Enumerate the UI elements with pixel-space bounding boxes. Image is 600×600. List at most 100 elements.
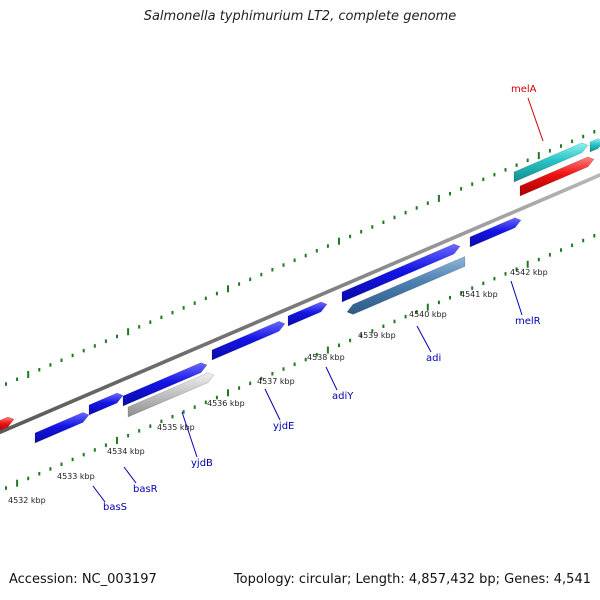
minor-tick xyxy=(504,168,507,172)
minor-tick xyxy=(593,234,596,238)
minor-tick xyxy=(215,291,218,296)
minor-tick xyxy=(116,334,118,339)
gene-leader-line xyxy=(123,466,137,484)
gene-label-adi[interactable]: adi xyxy=(426,353,441,364)
kbp-tick-label: 4542 kbp xyxy=(510,268,548,277)
gene-arrow-body xyxy=(513,142,589,183)
minor-tick xyxy=(260,376,263,381)
kbp-tick-label: 4538 kbp xyxy=(307,353,345,362)
minor-tick xyxy=(548,253,551,257)
minor-tick xyxy=(426,201,429,205)
gene-label-yjdB[interactable]: yjdB xyxy=(191,458,213,469)
minor-tick xyxy=(349,234,352,239)
gene-feature-adiY[interactable] xyxy=(287,301,328,327)
minor-tick xyxy=(449,295,451,300)
gene-label-yjdE[interactable]: yjdE xyxy=(273,421,294,432)
minor-tick xyxy=(515,267,518,271)
minor-tick xyxy=(138,325,141,329)
minor-tick xyxy=(326,244,329,248)
gene-leader-line xyxy=(416,325,432,353)
gene-feature-melA-cyan[interactable] xyxy=(513,142,589,183)
gene-feature-adi[interactable] xyxy=(346,256,466,315)
gene-feature-cyan-right[interactable] xyxy=(589,138,600,153)
minor-tick xyxy=(304,357,307,362)
minor-tick xyxy=(271,268,274,272)
minor-tick xyxy=(27,476,30,481)
kbp-tick-label: 4537 kbp xyxy=(257,377,295,386)
gene-label-melR[interactable]: melR xyxy=(515,316,541,327)
major-tick xyxy=(227,285,229,293)
minor-tick xyxy=(5,382,7,386)
minor-tick xyxy=(238,386,241,390)
minor-tick xyxy=(60,358,63,362)
minor-tick xyxy=(5,486,7,490)
gene-arrow-body xyxy=(34,412,90,444)
minor-tick xyxy=(182,306,185,310)
major-tick xyxy=(326,346,329,354)
gene-feature-basS[interactable] xyxy=(34,412,90,444)
minor-tick xyxy=(16,377,19,381)
minor-tick xyxy=(560,248,562,252)
minor-tick xyxy=(571,139,574,144)
minor-tick xyxy=(371,225,374,229)
gene-feature-yjdB[interactable] xyxy=(127,372,215,418)
minor-tick xyxy=(93,448,96,452)
gene-arrow-body xyxy=(519,156,595,197)
gene-feature-melA[interactable] xyxy=(519,156,595,197)
gene-feature-basR[interactable] xyxy=(88,392,124,416)
gene-label-basS[interactable]: basS xyxy=(103,502,127,513)
gene-label-basR[interactable]: basR xyxy=(133,484,158,495)
kbp-tick-label: 4536 kbp xyxy=(207,399,245,408)
minor-tick xyxy=(171,414,174,419)
minor-tick xyxy=(260,272,263,277)
minor-tick xyxy=(82,348,85,353)
minor-tick xyxy=(360,334,363,338)
gene-arrow-body xyxy=(589,138,600,153)
minor-tick xyxy=(515,163,518,167)
kbp-tick-label: 4539 kbp xyxy=(358,331,396,340)
minor-tick xyxy=(315,249,318,253)
kbp-tick-label: 4541 kbp xyxy=(460,290,498,299)
minor-tick xyxy=(38,368,41,372)
gene-label-adiY[interactable]: adiY xyxy=(332,391,354,402)
upper-tick-track xyxy=(5,130,596,386)
minor-tick xyxy=(282,367,285,371)
gene-feature-yjdE[interactable] xyxy=(211,321,286,361)
minor-tick xyxy=(382,220,385,224)
gene-label-melA[interactable]: melA xyxy=(511,84,537,95)
gene-feature-basR-b[interactable] xyxy=(122,362,208,407)
gene-feature-melR[interactable] xyxy=(469,217,522,248)
minor-tick xyxy=(482,281,485,286)
minor-tick xyxy=(49,467,52,471)
minor-tick xyxy=(460,291,463,295)
minor-tick xyxy=(293,258,296,262)
minor-tick xyxy=(71,353,74,358)
gene-feature-red-left[interactable] xyxy=(0,416,15,432)
kbp-tick-label: 4532 kbp xyxy=(8,496,46,505)
gene-leader-line xyxy=(510,280,523,316)
major-tick xyxy=(537,152,540,160)
minor-tick xyxy=(71,457,74,462)
minor-tick xyxy=(304,253,307,258)
minor-tick xyxy=(582,238,585,243)
minor-tick xyxy=(104,443,107,447)
minor-tick xyxy=(582,134,585,139)
minor-tick xyxy=(548,149,551,153)
gene-feature-adi-upper[interactable] xyxy=(341,243,461,303)
major-tick xyxy=(426,303,429,311)
minor-tick xyxy=(149,424,152,428)
minor-tick xyxy=(160,315,163,320)
minor-tick xyxy=(182,410,185,414)
major-tick xyxy=(526,260,529,268)
minor-tick xyxy=(460,187,463,191)
genome-backbone xyxy=(0,173,600,435)
minor-tick xyxy=(193,405,196,409)
minor-tick xyxy=(415,310,418,314)
minor-tick xyxy=(437,300,440,305)
minor-tick xyxy=(504,272,507,276)
minor-tick xyxy=(193,301,196,305)
minor-tick xyxy=(293,362,296,366)
backbone-band xyxy=(0,173,600,435)
gene-arrow-body xyxy=(122,362,208,407)
